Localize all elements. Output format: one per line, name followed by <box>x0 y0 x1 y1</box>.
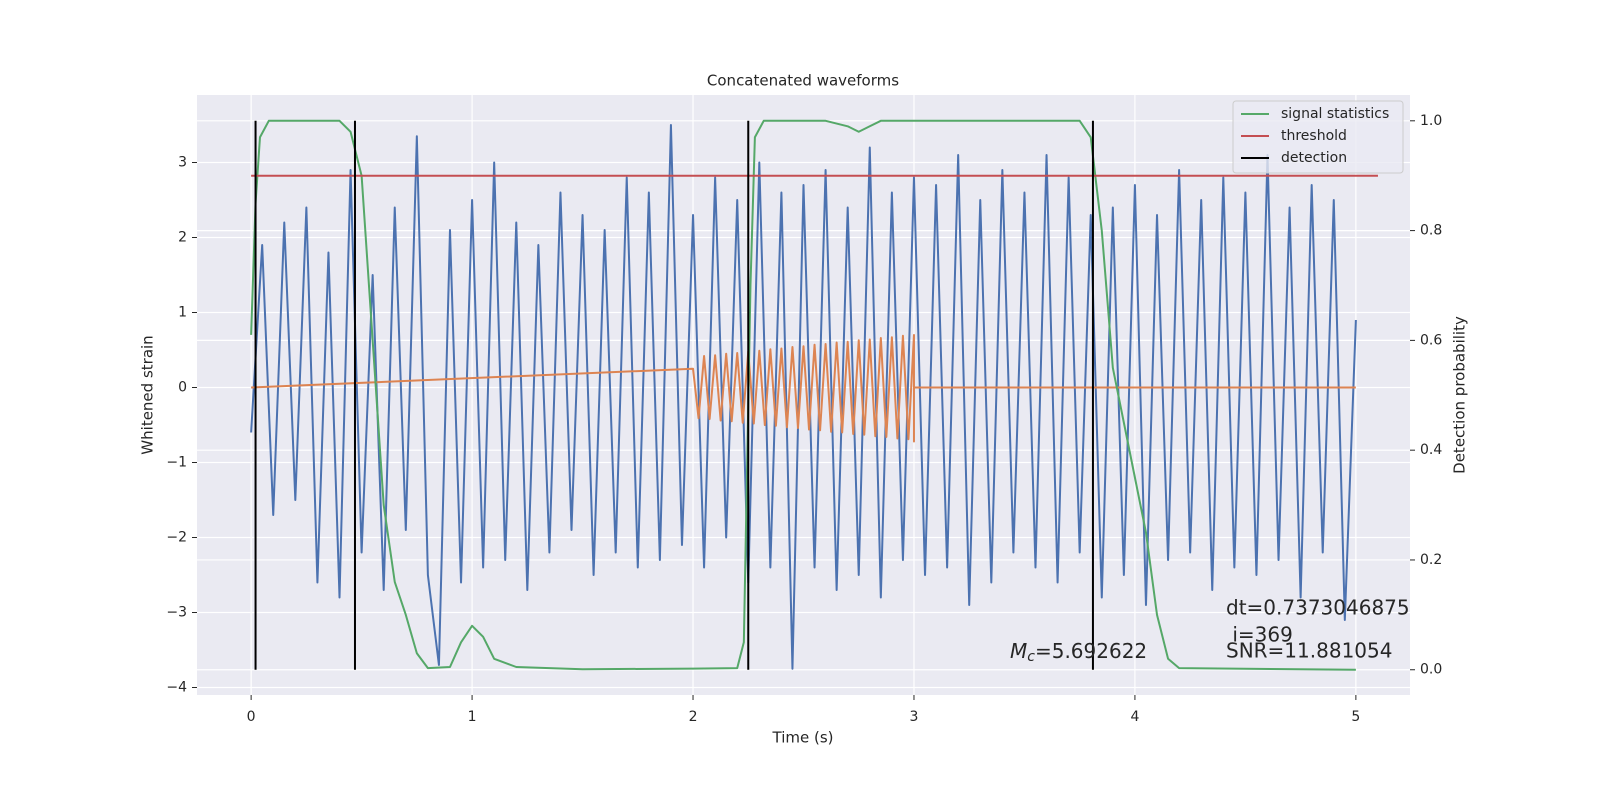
y-tick-label: −1 <box>166 455 187 471</box>
marks <box>250 119 1378 671</box>
x-tick-label: 1 <box>468 709 477 725</box>
legend-label: detection <box>1281 150 1347 166</box>
y2-tick-label: 0.2 <box>1420 552 1442 568</box>
labels: 0 1 2 3 4 5 −4 −3 −2 −1 0 1 2 3 0.0 0.2 0.4 0.6 0.8 1.0 sign… <box>166 100 1442 725</box>
y2-tick-label: 1.0 <box>1420 113 1442 129</box>
y2-tick-label: 0.4 <box>1420 442 1442 458</box>
y-tick-label: 1 <box>178 305 187 321</box>
y-axis-label: Whitened strain <box>139 335 157 454</box>
annotation-line: dt=0.7373046875 <box>1226 596 1410 620</box>
legend-label: threshold <box>1281 128 1347 144</box>
annotation-line: SNR=11.881054 <box>1226 639 1392 663</box>
x-axis-label: Time (s) <box>772 729 834 747</box>
y-tick-label: 2 <box>178 230 187 246</box>
y2-tick-label: 0.6 <box>1420 332 1442 348</box>
y-tick-label: 0 <box>178 380 187 396</box>
y-tick-label: −3 <box>166 605 187 621</box>
annotation-part: M <box>1010 639 1027 663</box>
y2-tick-label: 0.8 <box>1420 223 1442 239</box>
y-tick-label: 3 <box>178 155 187 171</box>
chart-title: Concatenated waveforms <box>707 72 899 90</box>
legend-label: signal statistics <box>1281 106 1389 122</box>
annotation-part: c <box>1027 649 1035 665</box>
series-line <box>250 124 1357 670</box>
y2-tick-label: 0.0 <box>1420 662 1442 678</box>
annotation-chirp-mass: Mc=5.692622 <box>1010 639 1147 666</box>
x-tick-label: 0 <box>247 709 256 725</box>
series-line <box>251 334 1356 443</box>
annotation-part: =5.692622 <box>1035 639 1147 663</box>
x-tick-label: 4 <box>1130 709 1139 725</box>
x-tick-label: 2 <box>689 709 698 725</box>
y2-axis-label: Detection probability <box>1451 316 1469 474</box>
legend-box <box>1232 100 1404 174</box>
y-tick-label: −4 <box>166 680 187 696</box>
annotation-line: i=369 <box>1226 623 1293 647</box>
y-tick-label: −2 <box>166 530 187 546</box>
x-tick-label: 5 <box>1351 709 1360 725</box>
x-tick-label: 3 <box>910 709 919 725</box>
series-line <box>250 119 1356 671</box>
